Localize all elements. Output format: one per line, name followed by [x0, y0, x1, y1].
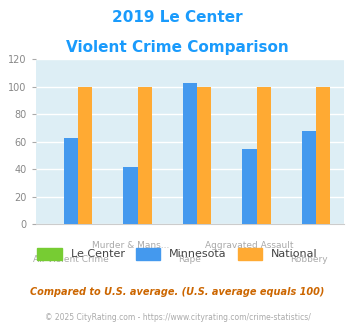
Text: Aggravated Assault: Aggravated Assault: [205, 241, 294, 250]
Bar: [138, 87, 152, 224]
Bar: [183, 83, 197, 224]
Text: © 2025 CityRating.com - https://www.cityrating.com/crime-statistics/: © 2025 CityRating.com - https://www.city…: [45, 314, 310, 322]
Text: Compared to U.S. average. (U.S. average equals 100): Compared to U.S. average. (U.S. average …: [30, 287, 325, 297]
Bar: [123, 167, 138, 224]
Text: All Violent Crime: All Violent Crime: [33, 255, 109, 264]
Bar: [257, 87, 271, 224]
Text: Rape: Rape: [179, 255, 201, 264]
Bar: [316, 87, 330, 224]
Bar: [242, 149, 257, 224]
Text: Violent Crime Comparison: Violent Crime Comparison: [66, 40, 289, 54]
Bar: [78, 87, 92, 224]
Text: Murder & Mans...: Murder & Mans...: [92, 241, 169, 250]
Legend: Le Center, Minnesota, National: Le Center, Minnesota, National: [33, 243, 322, 264]
Bar: [64, 138, 78, 224]
Text: 2019 Le Center: 2019 Le Center: [112, 10, 243, 25]
Text: Robbery: Robbery: [290, 255, 328, 264]
Bar: [197, 87, 211, 224]
Bar: [302, 131, 316, 224]
